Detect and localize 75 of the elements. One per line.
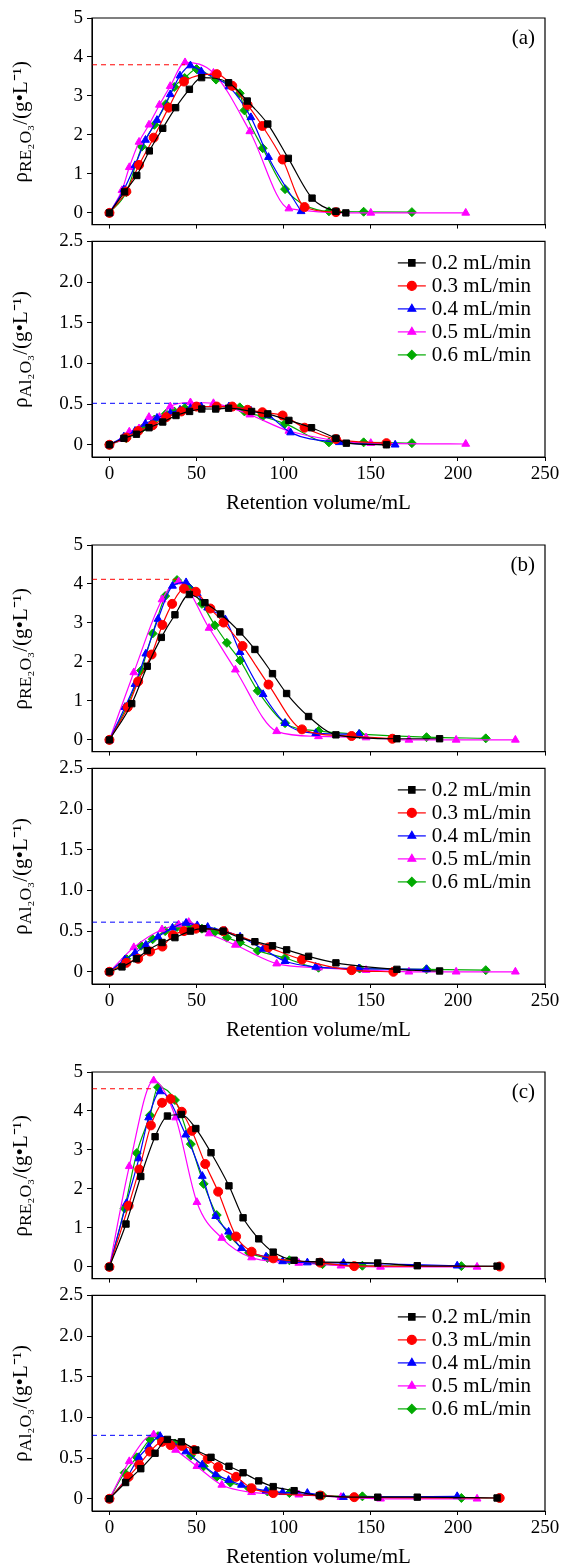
y-tick-label: 1 — [73, 161, 83, 183]
y-tick-label: 3 — [73, 83, 83, 105]
y-tick-label: 2.0 — [59, 1324, 83, 1346]
x-tick-label: 100 — [269, 989, 298, 1011]
y-tick-label: 0.5 — [59, 919, 83, 941]
x-tick-label: 200 — [443, 989, 473, 1011]
y-tick-label: 1.5 — [59, 310, 83, 332]
y-tick-label: 4 — [73, 1098, 84, 1120]
y-tick-label: 3 — [73, 610, 83, 632]
legend-label: 0.3 mL/min — [431, 1327, 532, 1352]
x-tick-label: 50 — [187, 1516, 207, 1538]
y-tick-label: 0 — [73, 432, 83, 454]
y-tick-label: 1 — [73, 688, 83, 710]
y-tick-label: 2 — [73, 122, 83, 144]
x-tick-label: 150 — [356, 462, 386, 484]
annotation: (b) — [510, 552, 535, 577]
annotation: (a) — [511, 25, 535, 50]
x-axis-title: Retention volume/mL — [226, 489, 411, 514]
legend-label: 0.4 mL/min — [431, 1350, 532, 1375]
y-tick-label: 5 — [73, 5, 83, 27]
y-tick-label: 2.5 — [59, 756, 83, 778]
y-tick-label: 0.5 — [59, 1446, 83, 1468]
legend-label: 0.6 mL/min — [431, 869, 532, 894]
legend-label: 0.6 mL/min — [431, 1396, 532, 1421]
y-tick-label: 2.5 — [59, 229, 83, 251]
y-tick-label: 2.0 — [59, 797, 83, 819]
x-tick-label: 100 — [269, 1516, 298, 1538]
x-tick-label: 200 — [443, 1516, 473, 1538]
x-tick-label: 0 — [104, 1516, 115, 1538]
y-tick-label: 5 — [73, 532, 83, 554]
y-tick-label: 1 — [73, 1215, 83, 1237]
x-tick-label: 50 — [187, 989, 207, 1011]
legend-label: 0.6 mL/min — [431, 342, 532, 367]
y-tick-label: 2.5 — [59, 1283, 83, 1305]
x-tick-label: 0 — [104, 989, 115, 1011]
x-axis-title: Retention volume/mL — [226, 1543, 411, 1564]
y-tick-label: 4 — [73, 571, 84, 593]
x-tick-label: 250 — [530, 989, 560, 1011]
y-tick-label: 3 — [73, 1137, 83, 1159]
x-tick-label: 100 — [269, 462, 298, 484]
y-tick-label: 5 — [73, 1059, 83, 1081]
y-tick-label: 1.0 — [59, 878, 83, 900]
x-tick-label: 50 — [187, 462, 207, 484]
x-tick-label: 0 — [104, 462, 115, 484]
y-tick-label: 2 — [73, 649, 83, 671]
y-tick-label: 0 — [73, 959, 83, 981]
legend-label: 0.4 mL/min — [431, 823, 532, 848]
annotation: (c) — [511, 1079, 535, 1104]
legend-label: 0.3 mL/min — [431, 273, 532, 298]
legend-label: 0.2 mL/min — [431, 1304, 532, 1329]
y-tick-label: 0 — [73, 1254, 83, 1276]
y-tick-label: 4 — [73, 44, 84, 66]
y-tick-label: 1.5 — [59, 1364, 83, 1386]
legend-label: 0.5 mL/min — [431, 846, 532, 871]
x-tick-label: 250 — [530, 1516, 560, 1538]
y-tick-label: 0 — [73, 727, 83, 749]
y-tick-label: 0.5 — [59, 392, 83, 414]
x-tick-label: 200 — [443, 462, 473, 484]
y-tick-label: 1.5 — [59, 837, 83, 859]
y-tick-label: 1.0 — [59, 351, 83, 373]
legend-label: 0.4 mL/min — [431, 296, 532, 321]
y-tick-label: 0 — [73, 1486, 83, 1508]
legend-label: 0.2 mL/min — [431, 250, 532, 275]
legend-label: 0.3 mL/min — [431, 800, 532, 825]
y-tick-label: 1.0 — [59, 1405, 83, 1427]
legend-label: 0.5 mL/min — [431, 319, 532, 344]
y-tick-label: 2.0 — [59, 270, 83, 292]
x-axis-title: Retention volume/mL — [226, 1016, 411, 1041]
x-tick-label: 150 — [356, 1516, 386, 1538]
legend-label: 0.5 mL/min — [431, 1373, 532, 1398]
x-tick-label: 150 — [356, 989, 386, 1011]
x-tick-label: 250 — [530, 462, 560, 484]
y-tick-label: 2 — [73, 1176, 83, 1198]
y-tick-label: 0 — [73, 200, 83, 222]
legend-label: 0.2 mL/min — [431, 777, 532, 802]
